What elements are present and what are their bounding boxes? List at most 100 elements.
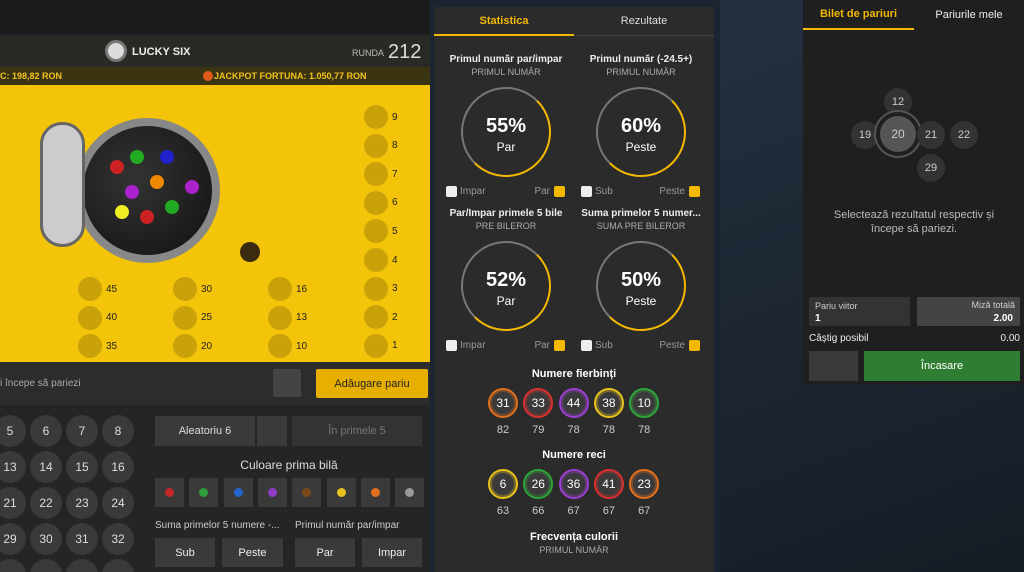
color-button[interactable] xyxy=(395,478,425,507)
card-title: Par/Impar primele 5 bile xyxy=(449,207,563,219)
board-ball xyxy=(364,105,388,129)
number-button[interactable]: 29 xyxy=(0,523,26,555)
stat-ball: 10 xyxy=(629,388,660,418)
number-button[interactable]: 14 xyxy=(30,451,62,483)
drum-ball xyxy=(130,150,144,164)
checkbox[interactable] xyxy=(689,340,700,351)
stake-box[interactable] xyxy=(917,297,1020,326)
number-button[interactable] xyxy=(66,559,98,572)
board-number: 8 xyxy=(392,140,398,152)
stat-count: 66 xyxy=(532,505,545,517)
stats-tab[interactable]: Statistica xyxy=(434,7,574,36)
stats-tab[interactable]: Rezultate xyxy=(574,7,714,36)
number-button[interactable] xyxy=(30,559,62,572)
card-label: Peste xyxy=(625,140,657,154)
board-ball xyxy=(173,334,197,359)
checkbox[interactable] xyxy=(689,186,700,197)
ticket-trash[interactable] xyxy=(809,351,858,381)
future-select[interactable] xyxy=(809,297,910,326)
number-button[interactable]: 8 xyxy=(102,415,134,447)
board-ball xyxy=(364,248,388,272)
number-button[interactable]: 32 xyxy=(102,523,134,555)
stat-count: 78 xyxy=(638,424,651,436)
number-button[interactable] xyxy=(0,559,26,572)
sum-label: Suma primelor 5 numere -... xyxy=(155,519,280,531)
option-right: Par xyxy=(534,339,550,351)
round-label: RUNDA xyxy=(351,48,384,58)
number-button[interactable]: 22 xyxy=(30,487,62,519)
card-ring xyxy=(596,87,686,177)
color-button[interactable] xyxy=(326,478,356,507)
number-button[interactable]: 31 xyxy=(66,523,98,555)
wheel-number[interactable]: 20 xyxy=(880,116,916,152)
wheel-number[interactable]: 22 xyxy=(950,121,978,149)
number-button[interactable]: 23 xyxy=(66,487,98,519)
number-button[interactable]: 5 xyxy=(0,415,26,447)
jackpot-fortuna: JACKPOT FORTUNA: 1.050,77 RON xyxy=(214,71,367,81)
number-button[interactable]: 30 xyxy=(30,523,62,555)
checkbox[interactable] xyxy=(554,340,565,351)
board-ball xyxy=(364,333,388,358)
number-button[interactable]: 21 xyxy=(0,487,26,519)
wheel-number[interactable]: 21 xyxy=(917,121,945,149)
drum-ball xyxy=(185,180,199,194)
board-number: 5 xyxy=(392,225,398,237)
checkbox[interactable] xyxy=(554,186,565,197)
board-ball xyxy=(268,305,292,330)
option-left: Sub xyxy=(595,339,613,351)
trash-button[interactable] xyxy=(273,369,301,397)
stat-ball: 36 xyxy=(558,469,589,499)
option-button[interactable]: Peste xyxy=(222,538,283,567)
number-button[interactable]: 13 xyxy=(0,451,26,483)
board-number: 10 xyxy=(296,340,308,352)
option-button[interactable]: Sub xyxy=(155,538,215,567)
number-button[interactable]: 16 xyxy=(102,451,134,483)
drum-ball xyxy=(165,200,179,214)
stat-count: 67 xyxy=(567,505,580,517)
checkbox[interactable] xyxy=(446,340,457,351)
wheel-number[interactable]: 12 xyxy=(884,88,912,116)
color-button[interactable] xyxy=(257,478,287,507)
stat-ball: 31 xyxy=(488,388,518,418)
cashout-button[interactable]: Încasare xyxy=(864,351,1020,381)
board-number: 6 xyxy=(392,197,398,209)
jackpot-left: C: 198,82 RON xyxy=(0,71,63,81)
number-button[interactable]: 6 xyxy=(30,415,62,447)
checkbox[interactable] xyxy=(446,186,457,197)
wheel-number[interactable]: 19 xyxy=(851,121,879,149)
stat-count: 82 xyxy=(496,424,510,436)
color-button[interactable] xyxy=(189,478,219,507)
color-button[interactable] xyxy=(360,478,390,507)
card-label: Par xyxy=(496,140,516,154)
random-button[interactable]: Aleatoriu 6 xyxy=(155,416,255,446)
color-button[interactable] xyxy=(292,478,322,507)
add-bet-button[interactable]: Adăugare pariu xyxy=(316,369,428,398)
ticket-tab[interactable]: Pariurile mele xyxy=(935,9,1003,21)
win-label: Câștig posibil xyxy=(809,332,869,344)
ticket-tab[interactable]: Bilet de pariuri xyxy=(803,0,914,30)
stat-count: 79 xyxy=(532,424,545,436)
board-ball xyxy=(364,305,388,330)
option-button[interactable]: Impar xyxy=(362,538,422,567)
board-ball xyxy=(268,277,292,301)
wheel-number[interactable]: 29 xyxy=(917,154,945,182)
stat-ball: 44 xyxy=(558,388,589,418)
future-label: Pariu viitor xyxy=(815,301,858,311)
first5-button[interactable]: În primele 5 xyxy=(292,416,422,446)
card-percent: 50% xyxy=(620,268,662,291)
checkbox[interactable] xyxy=(581,340,592,351)
number-button[interactable]: 24 xyxy=(102,487,134,519)
dropdown-button[interactable] xyxy=(257,416,287,446)
board-number: 9 xyxy=(392,111,398,123)
number-button[interactable]: 7 xyxy=(66,415,98,447)
number-button[interactable]: 15 xyxy=(66,451,98,483)
option-button[interactable]: Par xyxy=(295,538,355,567)
color-button[interactable] xyxy=(223,478,253,507)
drum xyxy=(75,118,220,263)
board-number: 3 xyxy=(392,283,398,295)
checkbox[interactable] xyxy=(581,186,592,197)
number-button[interactable] xyxy=(102,559,134,572)
drum-ball xyxy=(110,160,124,174)
color-button[interactable] xyxy=(155,478,184,507)
